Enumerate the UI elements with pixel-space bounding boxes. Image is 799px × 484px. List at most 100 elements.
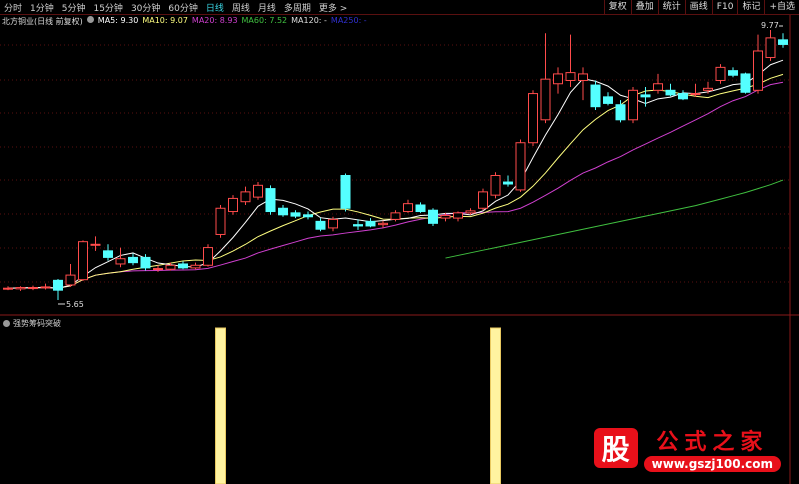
candle-body [190, 264, 201, 269]
candle-body [28, 287, 38, 290]
candle-body [303, 214, 313, 218]
tab-5[interactable]: 60分钟 [168, 3, 198, 14]
indicator-name: 强势筹码突破 [13, 319, 61, 328]
candle-body [678, 93, 688, 100]
toolbar-button-2[interactable]: 统计 [657, 0, 685, 14]
candle-body [703, 87, 713, 91]
candle-body [265, 188, 276, 213]
candle-body [240, 191, 251, 203]
indicator-gear-icon[interactable] [3, 320, 10, 327]
signal-bar [490, 327, 501, 484]
ma120-value: MA120: - [291, 16, 327, 25]
candle-body [728, 70, 738, 76]
candle-body [178, 263, 188, 269]
settings-gear-icon[interactable] [86, 16, 94, 23]
toolbar-button-1[interactable]: 叠加 [630, 0, 658, 14]
low-price-label: 5.65 [66, 300, 84, 309]
ma20-value: MA20: 8.93 [191, 16, 238, 25]
candle-body [503, 181, 513, 185]
watermark: 股 公式之家 www.gszj100.com [593, 424, 781, 472]
toolbar-button-5[interactable]: 标记 [737, 0, 764, 14]
ma20-line [7, 81, 784, 289]
ma10-line [7, 73, 784, 289]
candle-body [378, 222, 388, 226]
tab-6[interactable]: 日线 [205, 3, 224, 14]
candle-body [403, 203, 413, 213]
candle-body [653, 83, 663, 91]
candle-body [165, 264, 176, 270]
candle-body [90, 243, 101, 246]
candle-body [640, 94, 651, 98]
candle-body [3, 287, 13, 290]
ma5-value: MA5: 9.30 [97, 16, 139, 25]
candle-body [140, 256, 151, 269]
candle-body [65, 274, 76, 286]
tab-1[interactable]: 1分钟 [30, 3, 54, 14]
candle-body [315, 220, 326, 230]
ma10-value: MA10: 9.07 [142, 16, 188, 25]
tab-0[interactable]: 分时 [4, 3, 23, 14]
ma60-value: MA60: 7.52 [241, 16, 288, 25]
toolbar-button-4[interactable]: F10 [711, 0, 738, 14]
candle-body [103, 250, 113, 258]
candle-body [515, 142, 526, 191]
ma250-value: MA250: - [330, 16, 367, 25]
watermark-title: 公式之家 [656, 430, 769, 455]
candle-body [665, 89, 676, 96]
tab-8[interactable]: 月线 [257, 3, 276, 14]
candle-body [553, 73, 563, 85]
candle-body [590, 84, 601, 108]
candle-body [628, 89, 638, 121]
candle-body [78, 241, 88, 281]
candle-body [753, 50, 763, 91]
candle-body [340, 174, 351, 209]
candle-body [228, 197, 238, 213]
ma-info-line: 北方铜业(日线 前复权) MA5: 9.30 MA10: 9.07 MA20: … [2, 16, 367, 27]
tab-9[interactable]: 多周期 [283, 3, 311, 14]
candle-body [290, 212, 301, 217]
candle-body [353, 224, 363, 227]
candle-body [215, 207, 226, 235]
indicator-label: 强势筹码突破 [3, 318, 61, 329]
candle-body [428, 209, 438, 224]
stock-title: 北方铜业(日线 前复权) [2, 17, 83, 26]
candle-body [690, 93, 701, 96]
candle-body [453, 212, 463, 219]
candle-body [603, 96, 613, 104]
signal-bar [215, 327, 226, 484]
candle-body [15, 287, 26, 290]
period-toolbar: 分时 1分钟 5分钟 15分钟 30分钟 60分钟 日线 周线 月线 多周期 更多 > [0, 0, 799, 15]
tab-2[interactable]: 5分钟 [61, 3, 86, 14]
candle-body [615, 104, 626, 121]
candle-body [53, 279, 63, 291]
candle-body [153, 268, 163, 271]
candle-body [715, 66, 726, 81]
tab-7[interactable]: 周线 [231, 3, 250, 14]
watermark-logo: 股 [593, 428, 638, 468]
toolbar-button-6[interactable]: +自选 [764, 0, 799, 14]
right-toolbar: 复权 叠加 统计 画线 F10 标记 +自选 [603, 0, 799, 14]
candle-body [128, 256, 138, 264]
candle-body [578, 73, 588, 81]
candle-body [490, 174, 501, 196]
candle-body [40, 286, 51, 289]
candle-body [778, 39, 788, 45]
candle-body [115, 258, 126, 265]
toolbar-button-0[interactable]: 复权 [603, 0, 631, 14]
candle-body [765, 37, 776, 59]
tab-10[interactable]: 更多 > [318, 3, 348, 14]
candle-body [253, 184, 263, 198]
candle-body [478, 191, 488, 209]
tab-3[interactable]: 15分钟 [93, 3, 123, 14]
candle-body [278, 207, 288, 216]
toolbar-button-3[interactable]: 画线 [684, 0, 712, 14]
candle-body [465, 210, 476, 214]
candle-body [540, 78, 551, 121]
ma60-line [445, 179, 784, 259]
tab-4[interactable]: 30分钟 [130, 3, 161, 14]
candle-body [328, 218, 338, 229]
candle-body [528, 93, 538, 144]
candle-body [440, 214, 451, 219]
watermark-url: www.gszj100.com [643, 456, 781, 472]
